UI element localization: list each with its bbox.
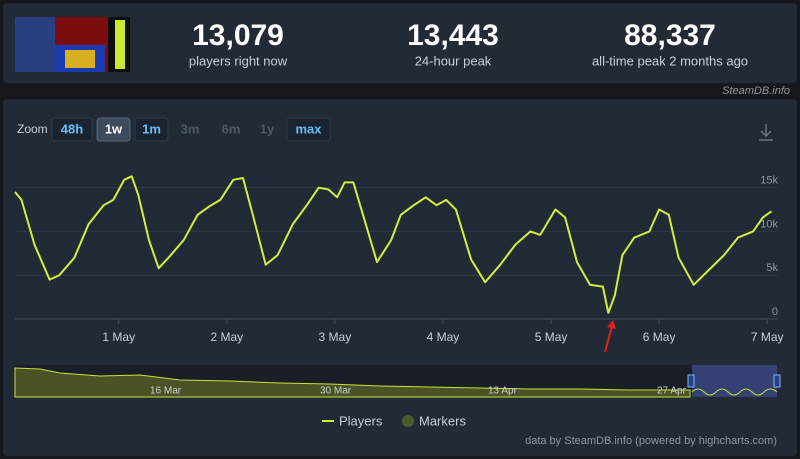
annotation-arrowhead (607, 320, 616, 329)
navigator-label: 13 Apr (488, 386, 518, 397)
zoom-label: Zoom (17, 122, 48, 136)
stat-label: 24-hour peak (415, 53, 492, 68)
x-tick-label: 1 May (102, 330, 135, 344)
zoom-button-label[interactable]: 6m (222, 121, 241, 136)
zoom-button-label[interactable]: 3m (181, 121, 200, 136)
credits: data by SteamDB.info (powered by highcha… (525, 435, 777, 447)
annotation-arrow (604, 325, 613, 353)
navigator-selected-series (691, 388, 778, 396)
x-tick-label: 6 May (643, 330, 676, 344)
legend-label[interactable]: Players (339, 413, 383, 428)
x-tick-label: 3 May (319, 330, 352, 344)
x-tick-label: 5 May (535, 330, 568, 344)
stat-value: 88,337 (624, 19, 716, 52)
zoom-button-label[interactable]: max (295, 121, 322, 136)
chart-card (3, 99, 797, 456)
y-tick-label: 0 (772, 306, 778, 318)
stat-label: players right now (189, 53, 288, 68)
zoom-button-label[interactable]: 48h (61, 121, 83, 136)
x-tick-label: 7 May (751, 330, 784, 344)
navigator-label: 30 Mar (320, 386, 352, 397)
y-tick-label: 15k (760, 175, 778, 187)
zoom-button[interactable] (96, 117, 131, 142)
y-tick-label: 10k (760, 218, 778, 230)
zoom-button[interactable] (51, 117, 93, 142)
source-link[interactable]: SteamDB.info (722, 85, 790, 97)
zoom-button[interactable] (286, 117, 331, 142)
zoom-button-label[interactable]: 1w (105, 121, 123, 136)
y-tick-label: 5k (766, 262, 778, 274)
game-thumbnail (15, 17, 130, 72)
series-line (14, 175, 773, 314)
zoom-button-label[interactable]: 1m (142, 121, 161, 136)
stat-value: 13,079 (192, 19, 284, 52)
x-tick-label: 4 May (427, 330, 460, 344)
stats-card (3, 3, 797, 83)
navigator-handle[interactable] (687, 374, 695, 388)
zoom-button[interactable] (134, 117, 169, 142)
navigator-series (14, 367, 691, 398)
navigator-selection[interactable] (692, 365, 777, 397)
legend-swatch (402, 415, 414, 427)
navigator-label: 27 Apr (657, 386, 687, 397)
navigator-label: 16 Mar (150, 386, 182, 397)
download-icon[interactable] (759, 124, 773, 141)
stat-label: all-time peak 2 months ago (592, 53, 748, 68)
navigator-handle[interactable] (773, 374, 781, 388)
zoom-button-label[interactable]: 1y (260, 121, 275, 136)
legend-label[interactable]: Markers (419, 413, 466, 428)
stat-value: 13,443 (407, 19, 499, 52)
x-tick-label: 2 May (210, 330, 243, 344)
